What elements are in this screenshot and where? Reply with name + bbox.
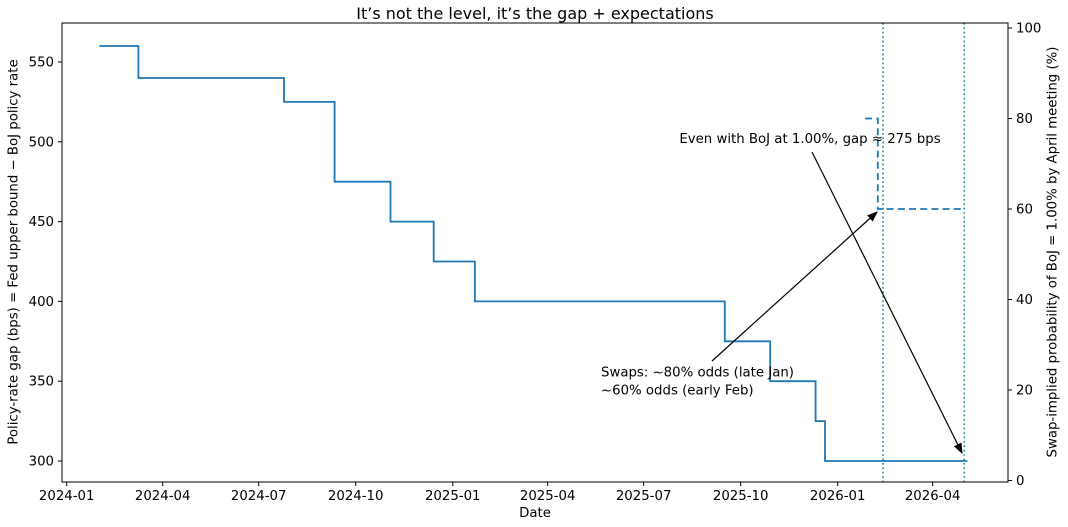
y-left-tick-label: 500 [29,135,54,150]
y-left-tick-label: 450 [29,215,54,230]
y-right-tick-label: 20 [1016,384,1033,399]
y-left-tick-label: 350 [29,375,54,390]
x-axis-label: Date [519,506,551,521]
swaps-annotation-text: ~60% odds (early Feb) [601,384,754,399]
x-tick-label: 2025-07 [616,489,672,504]
x-tick-label: 2024-01 [39,489,95,504]
y-right-tick-label: 0 [1016,474,1024,489]
gap-annotation-text: Even with BoJ at 1.00%, gap ≈ 275 bps [679,132,940,147]
x-tick-label: 2025-04 [520,489,576,504]
swaps-annotation-text: Swaps: ~80% odds (late Jan) [601,366,794,381]
x-tick-label: 2024-10 [328,489,384,504]
y-left-tick-label: 300 [29,455,54,470]
y-right-tick-label: 60 [1016,203,1033,218]
y-left-tick-label: 400 [29,295,54,310]
swap_implied_probability_pct-line [865,117,964,210]
swaps-annotation-arrow [711,211,878,362]
y-right-tick-label: 80 [1016,112,1033,127]
gap-annotation-arrow [811,151,963,455]
y-axis-label-left: Policy-rate gap (bps) = Fed upper bound … [6,59,22,445]
y-left-tick-label: 550 [29,56,54,71]
x-tick-label: 2026-04 [905,489,961,504]
x-tick-label: 2025-10 [713,489,769,504]
y-axis-label-right: Swap-implied probability of BoJ = 1.00% … [1045,46,1061,458]
policy_rate_gap_bps-line [99,45,968,462]
x-tick-label: 2024-07 [231,489,287,504]
y-right-tick-label: 40 [1016,293,1033,308]
x-tick-label: 2025-01 [425,489,481,504]
x-tick-label: 2026-01 [810,489,866,504]
chart-title: It’s not the level, it’s the gap + expec… [356,4,714,23]
x-tick-label: 2024-04 [135,489,191,504]
y-right-tick-label: 100 [1016,22,1041,37]
plot-spines [61,22,1009,483]
